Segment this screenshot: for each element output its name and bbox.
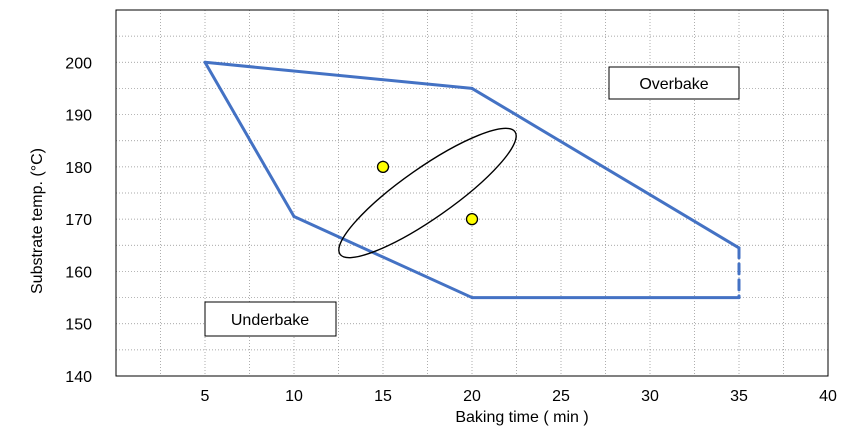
y-tick-label: 170 bbox=[65, 212, 92, 229]
x-tick-label: 40 bbox=[819, 388, 837, 405]
y-axis-title: Substrate temp. (°C) bbox=[29, 148, 46, 294]
x-axis-title: Baking time ( min ) bbox=[455, 409, 588, 426]
x-tick-label: 5 bbox=[201, 388, 210, 405]
y-tick-label: 160 bbox=[65, 264, 92, 281]
optimum-ellipse-shape bbox=[338, 127, 517, 259]
x-tick-label: 35 bbox=[730, 388, 748, 405]
process-window-edge bbox=[203, 60, 474, 90]
process-window-edge bbox=[203, 60, 296, 219]
process-window-edge bbox=[292, 215, 474, 300]
y-tick-label: 190 bbox=[65, 108, 92, 125]
overbake-box bbox=[608, 66, 740, 100]
process-window-edge bbox=[470, 86, 741, 250]
y-tick-label: 150 bbox=[65, 317, 92, 334]
x-tick-label: 25 bbox=[552, 388, 570, 405]
y-tick-label: 180 bbox=[65, 160, 92, 177]
x-tick-label: 10 bbox=[285, 388, 303, 405]
optimum-ellipse bbox=[338, 127, 517, 259]
x-tick-label: 30 bbox=[641, 388, 659, 405]
x-tick-label: 20 bbox=[463, 388, 481, 405]
y-tick-label: 200 bbox=[65, 55, 92, 72]
underbake-annotation: Underbake bbox=[204, 301, 337, 337]
x-tick-labels: 5 10 15 20 25 30 35 40 bbox=[201, 388, 837, 405]
data-points bbox=[376, 160, 479, 226]
plot-frame bbox=[115, 9, 829, 377]
y-tick-label: 140 bbox=[65, 369, 92, 386]
overbake-annotation: Overbake bbox=[608, 66, 740, 100]
process-window bbox=[203, 60, 741, 300]
overbake-label: Overbake bbox=[639, 76, 708, 93]
x-tick-label: 15 bbox=[374, 388, 392, 405]
data-point bbox=[465, 212, 479, 226]
y-tick-labels: 140 150 160 170 180 190 200 bbox=[65, 55, 92, 386]
data-point bbox=[376, 160, 390, 174]
underbake-box bbox=[204, 301, 337, 337]
underbake-label: Underbake bbox=[231, 312, 309, 329]
